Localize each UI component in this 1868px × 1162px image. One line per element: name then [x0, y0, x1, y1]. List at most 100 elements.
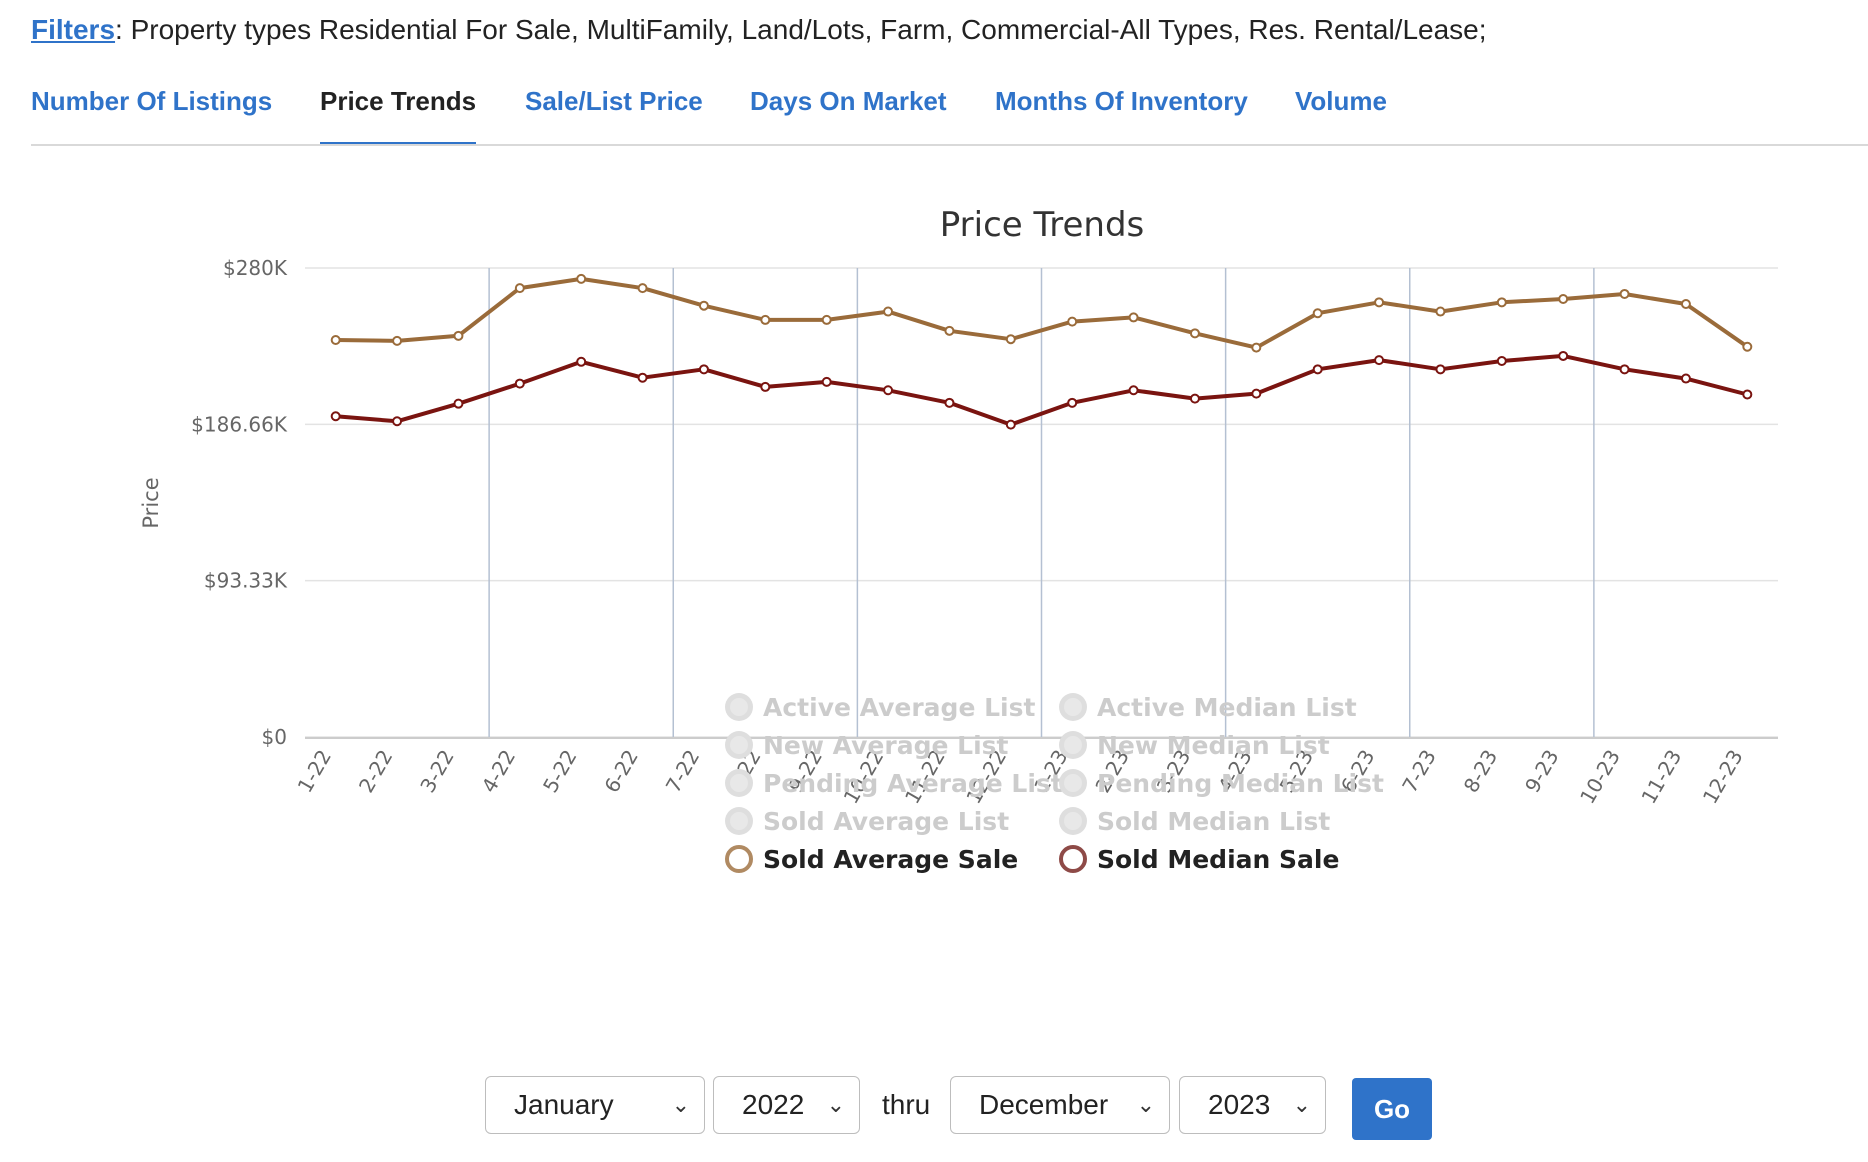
y-axis-label: Price [139, 477, 163, 528]
end-month-select[interactable]: December ⌄ [950, 1076, 1170, 1134]
x-tick-label: 3-22 [415, 746, 458, 797]
chevron-down-icon: ⌄ [826, 1092, 845, 1117]
data-point [1067, 316, 1078, 327]
data-point [1251, 388, 1262, 399]
data-point [1312, 364, 1323, 375]
y-tick-label: $0 [262, 725, 287, 749]
tab-days-on-market[interactable]: Days On Market [750, 86, 947, 116]
go-button[interactable]: Go [1352, 1078, 1432, 1140]
data-point [821, 376, 832, 387]
data-point [576, 273, 587, 284]
data-point [576, 356, 587, 367]
x-tick-label: 9-23 [1520, 746, 1563, 797]
grid-layer [305, 267, 1778, 739]
chart-title: Price Trends [940, 205, 1145, 245]
chevron-down-icon: ⌄ [1292, 1092, 1311, 1117]
legend-item[interactable]: Active Median List [1059, 693, 1357, 722]
data-point [1005, 419, 1016, 430]
start-year-select[interactable]: 2022 ⌄ [713, 1076, 860, 1134]
y-tick-label: $280K [223, 256, 288, 280]
data-point [1619, 288, 1630, 299]
filters-link[interactable]: Filters [31, 14, 116, 45]
data-point [330, 335, 341, 346]
y-tick-label: $93.33K [204, 569, 288, 593]
tab-divider [31, 144, 1868, 146]
data-point [1189, 328, 1200, 339]
data-point [944, 397, 955, 408]
data-point [698, 300, 709, 311]
chevron-down-icon: ⌄ [1136, 1092, 1155, 1117]
start-month-select[interactable]: January ⌄ [485, 1076, 705, 1134]
legend-marker-icon [730, 698, 748, 716]
data-point [1374, 297, 1385, 308]
legend-item[interactable]: Sold Median List [1059, 807, 1330, 836]
data-point [1680, 373, 1691, 384]
legend-item[interactable]: Sold Average List [725, 807, 1009, 836]
data-point [514, 378, 525, 389]
data-point [1558, 350, 1569, 361]
legend-item[interactable]: Active Average List [725, 693, 1035, 722]
data-point [1435, 306, 1446, 317]
data-point [453, 330, 464, 341]
x-tick-label: 5-22 [538, 746, 581, 797]
y-tick-label: $186.66K [191, 412, 288, 436]
start-month-value: January [514, 1089, 614, 1120]
date-range-controls: January ⌄ 2022 ⌄ thru December ⌄ 2023 ⌄ … [0, 1076, 1868, 1140]
legend-marker-icon [1064, 774, 1082, 792]
legend-marker-icon [1059, 845, 1087, 873]
legend-marker-icon [1064, 698, 1082, 716]
tab-price-trends[interactable]: Price Trends [320, 86, 477, 146]
legend-label: Sold Median Sale [1097, 845, 1339, 874]
x-tick-label: 8-23 [1459, 746, 1502, 797]
data-point [1251, 342, 1262, 353]
end-year-select[interactable]: 2023 ⌄ [1179, 1076, 1326, 1134]
legend-label: New Average List [763, 731, 1009, 760]
legend-item[interactable]: Sold Median Sale [1059, 845, 1339, 874]
legend-label: Pending Median List [1097, 769, 1384, 798]
legend-label: Sold Median List [1097, 807, 1330, 836]
legend-marker-icon [730, 736, 748, 754]
legend-item[interactable]: New Average List [725, 731, 1009, 760]
legend-label: New Median List [1097, 731, 1330, 760]
y-tick-labels: $0 $93.33K $186.66K $280K [191, 256, 288, 749]
tab-number-of-listings[interactable]: Number Of Listings [31, 86, 273, 116]
tab-volume[interactable]: Volume [1295, 86, 1387, 116]
end-month-value: December [979, 1089, 1109, 1120]
data-point [1496, 355, 1507, 366]
chart-legend: Active Average List Active Median List New… [725, 693, 1384, 874]
x-tick-label: 6-22 [599, 746, 642, 797]
data-point [637, 283, 648, 294]
data-point [1005, 334, 1016, 345]
data-point [1312, 308, 1323, 319]
tab-sale-list-price[interactable]: Sale/List Price [525, 86, 703, 116]
legend-marker-icon [1064, 812, 1082, 830]
legend-item[interactable]: Sold Average Sale [725, 845, 1018, 874]
data-point [1558, 293, 1569, 304]
data-point [1189, 393, 1200, 404]
data-point [1067, 397, 1078, 408]
data-point [637, 372, 648, 383]
chevron-down-icon: ⌄ [671, 1092, 690, 1117]
data-point [883, 306, 894, 317]
x-tick-label: 7-22 [661, 746, 704, 797]
data-point [1742, 341, 1753, 352]
filters-line: Filters: Property types Residential For … [31, 14, 1487, 46]
tab-months-of-inventory[interactable]: Months Of Inventory [995, 86, 1248, 116]
x-tick-label: 12-23 [1698, 746, 1748, 808]
legend-item[interactable]: Pending Median List [1059, 769, 1384, 798]
data-point [1680, 299, 1691, 310]
x-tick-label: 7-23 [1397, 746, 1440, 797]
legend-marker-icon [730, 812, 748, 830]
x-tick-label: 11-23 [1636, 746, 1686, 808]
data-point [1435, 364, 1446, 375]
data-point [944, 325, 955, 336]
data-point [1496, 297, 1507, 308]
legend-item[interactable]: Pending Average List [725, 769, 1063, 798]
legend-label: Sold Average List [763, 807, 1009, 836]
legend-item[interactable]: New Median List [1059, 731, 1330, 760]
legend-marker-icon [730, 774, 748, 792]
legend-label: Pending Average List [763, 769, 1063, 798]
data-point [1374, 355, 1385, 366]
data-point [392, 416, 403, 427]
data-point [1128, 385, 1139, 396]
